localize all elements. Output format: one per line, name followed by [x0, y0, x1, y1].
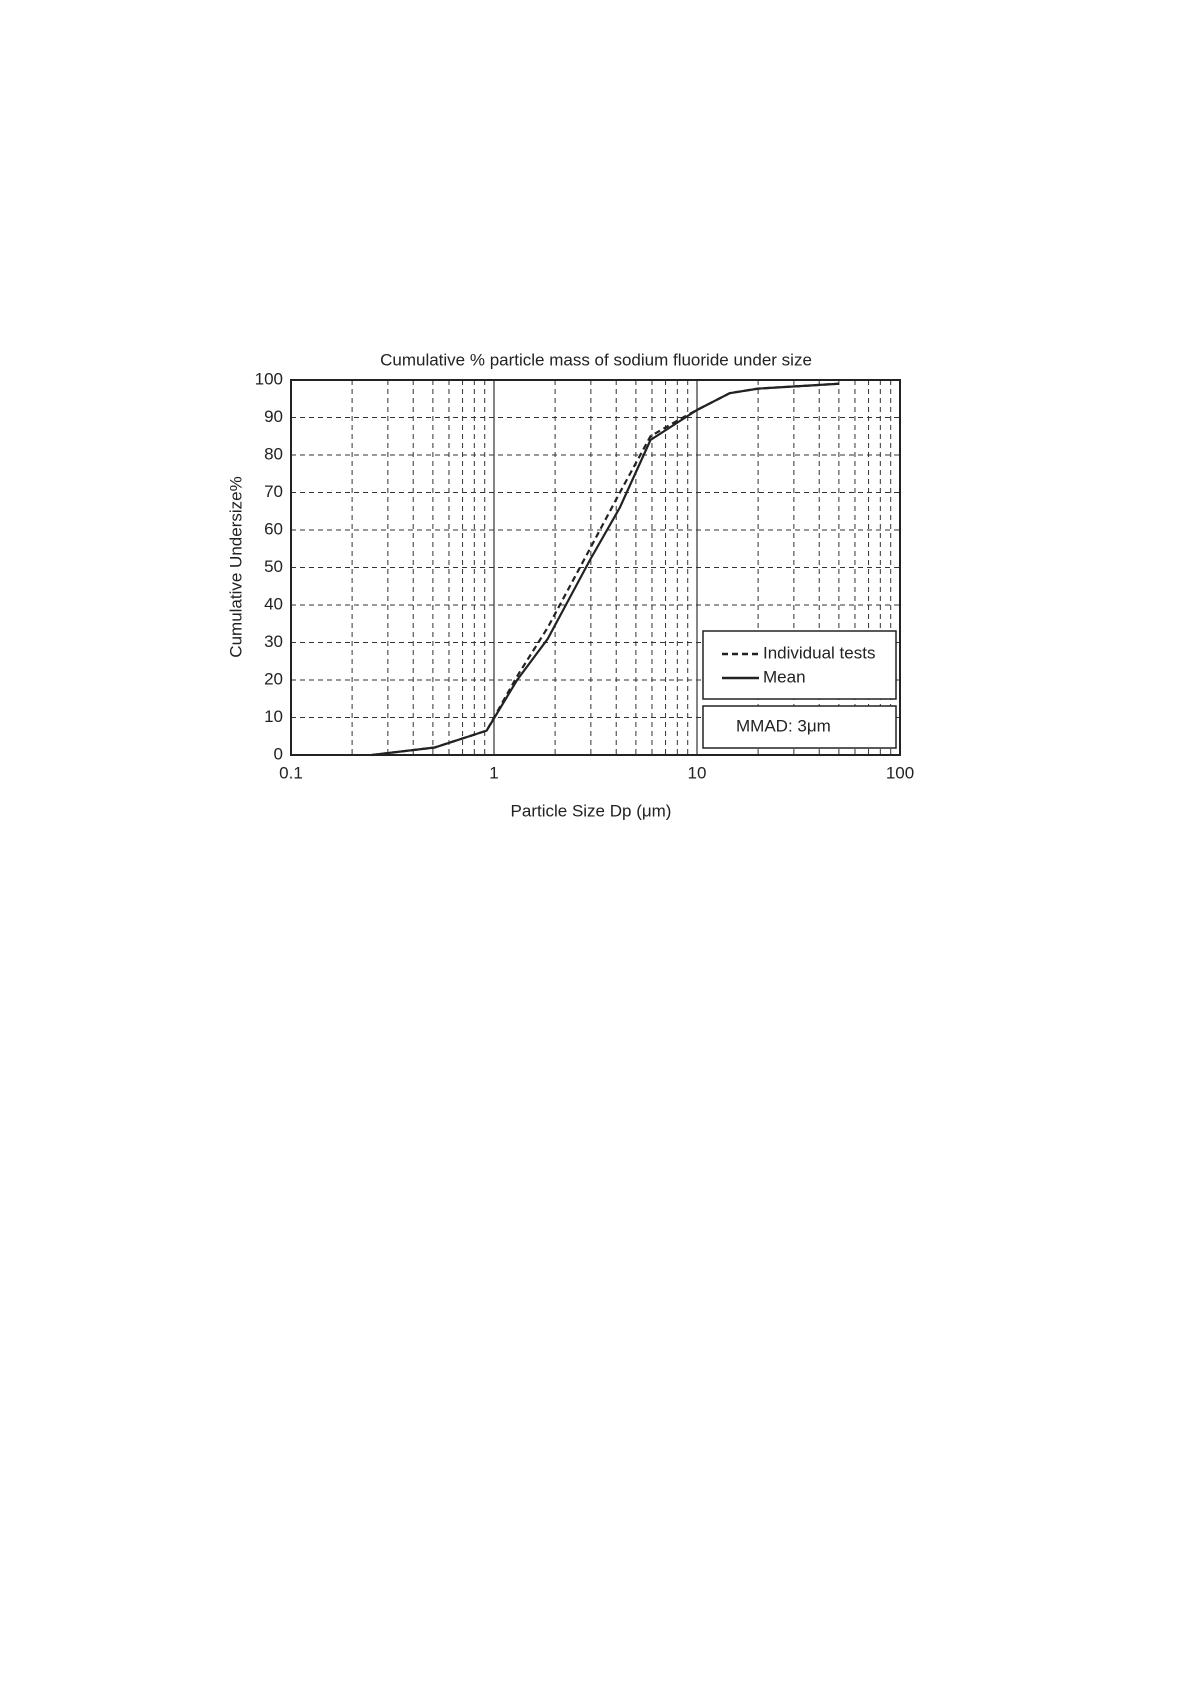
- legend-box: [702, 630, 897, 700]
- y-tick-label: 20: [264, 669, 283, 688]
- legend-label: Mean: [763, 667, 806, 686]
- annotation-box: [702, 705, 897, 749]
- x-tick-label: 1: [489, 763, 498, 782]
- x-tick-label: 0.1: [279, 763, 303, 782]
- chart-title: Cumulative % particle mass of sodium flu…: [380, 350, 812, 369]
- data-line: [371, 382, 839, 757]
- y-axis-label: Cumulative Undersize%: [226, 476, 245, 657]
- y-tick-label: 80: [264, 444, 283, 463]
- x-axis-label: Particle Size Dp (μm): [511, 801, 672, 820]
- y-tick-label: 90: [264, 407, 283, 426]
- plot-frame: [290, 379, 901, 756]
- y-tick-label: 40: [264, 594, 283, 613]
- x-tick-label: 100: [886, 763, 914, 782]
- y-tick-label: 0: [274, 744, 283, 763]
- y-tick-label: 30: [264, 632, 283, 651]
- y-tick-label: 70: [264, 482, 283, 501]
- y-tick-label: 100: [255, 369, 283, 388]
- x-tick-label: 10: [688, 763, 707, 782]
- y-tick-label: 60: [264, 519, 283, 538]
- y-tick-label: 10: [264, 707, 283, 726]
- legend-label: Individual tests: [763, 643, 875, 662]
- annotation: MMAD: 3μm: [736, 716, 831, 735]
- y-tick-label: 50: [264, 557, 283, 576]
